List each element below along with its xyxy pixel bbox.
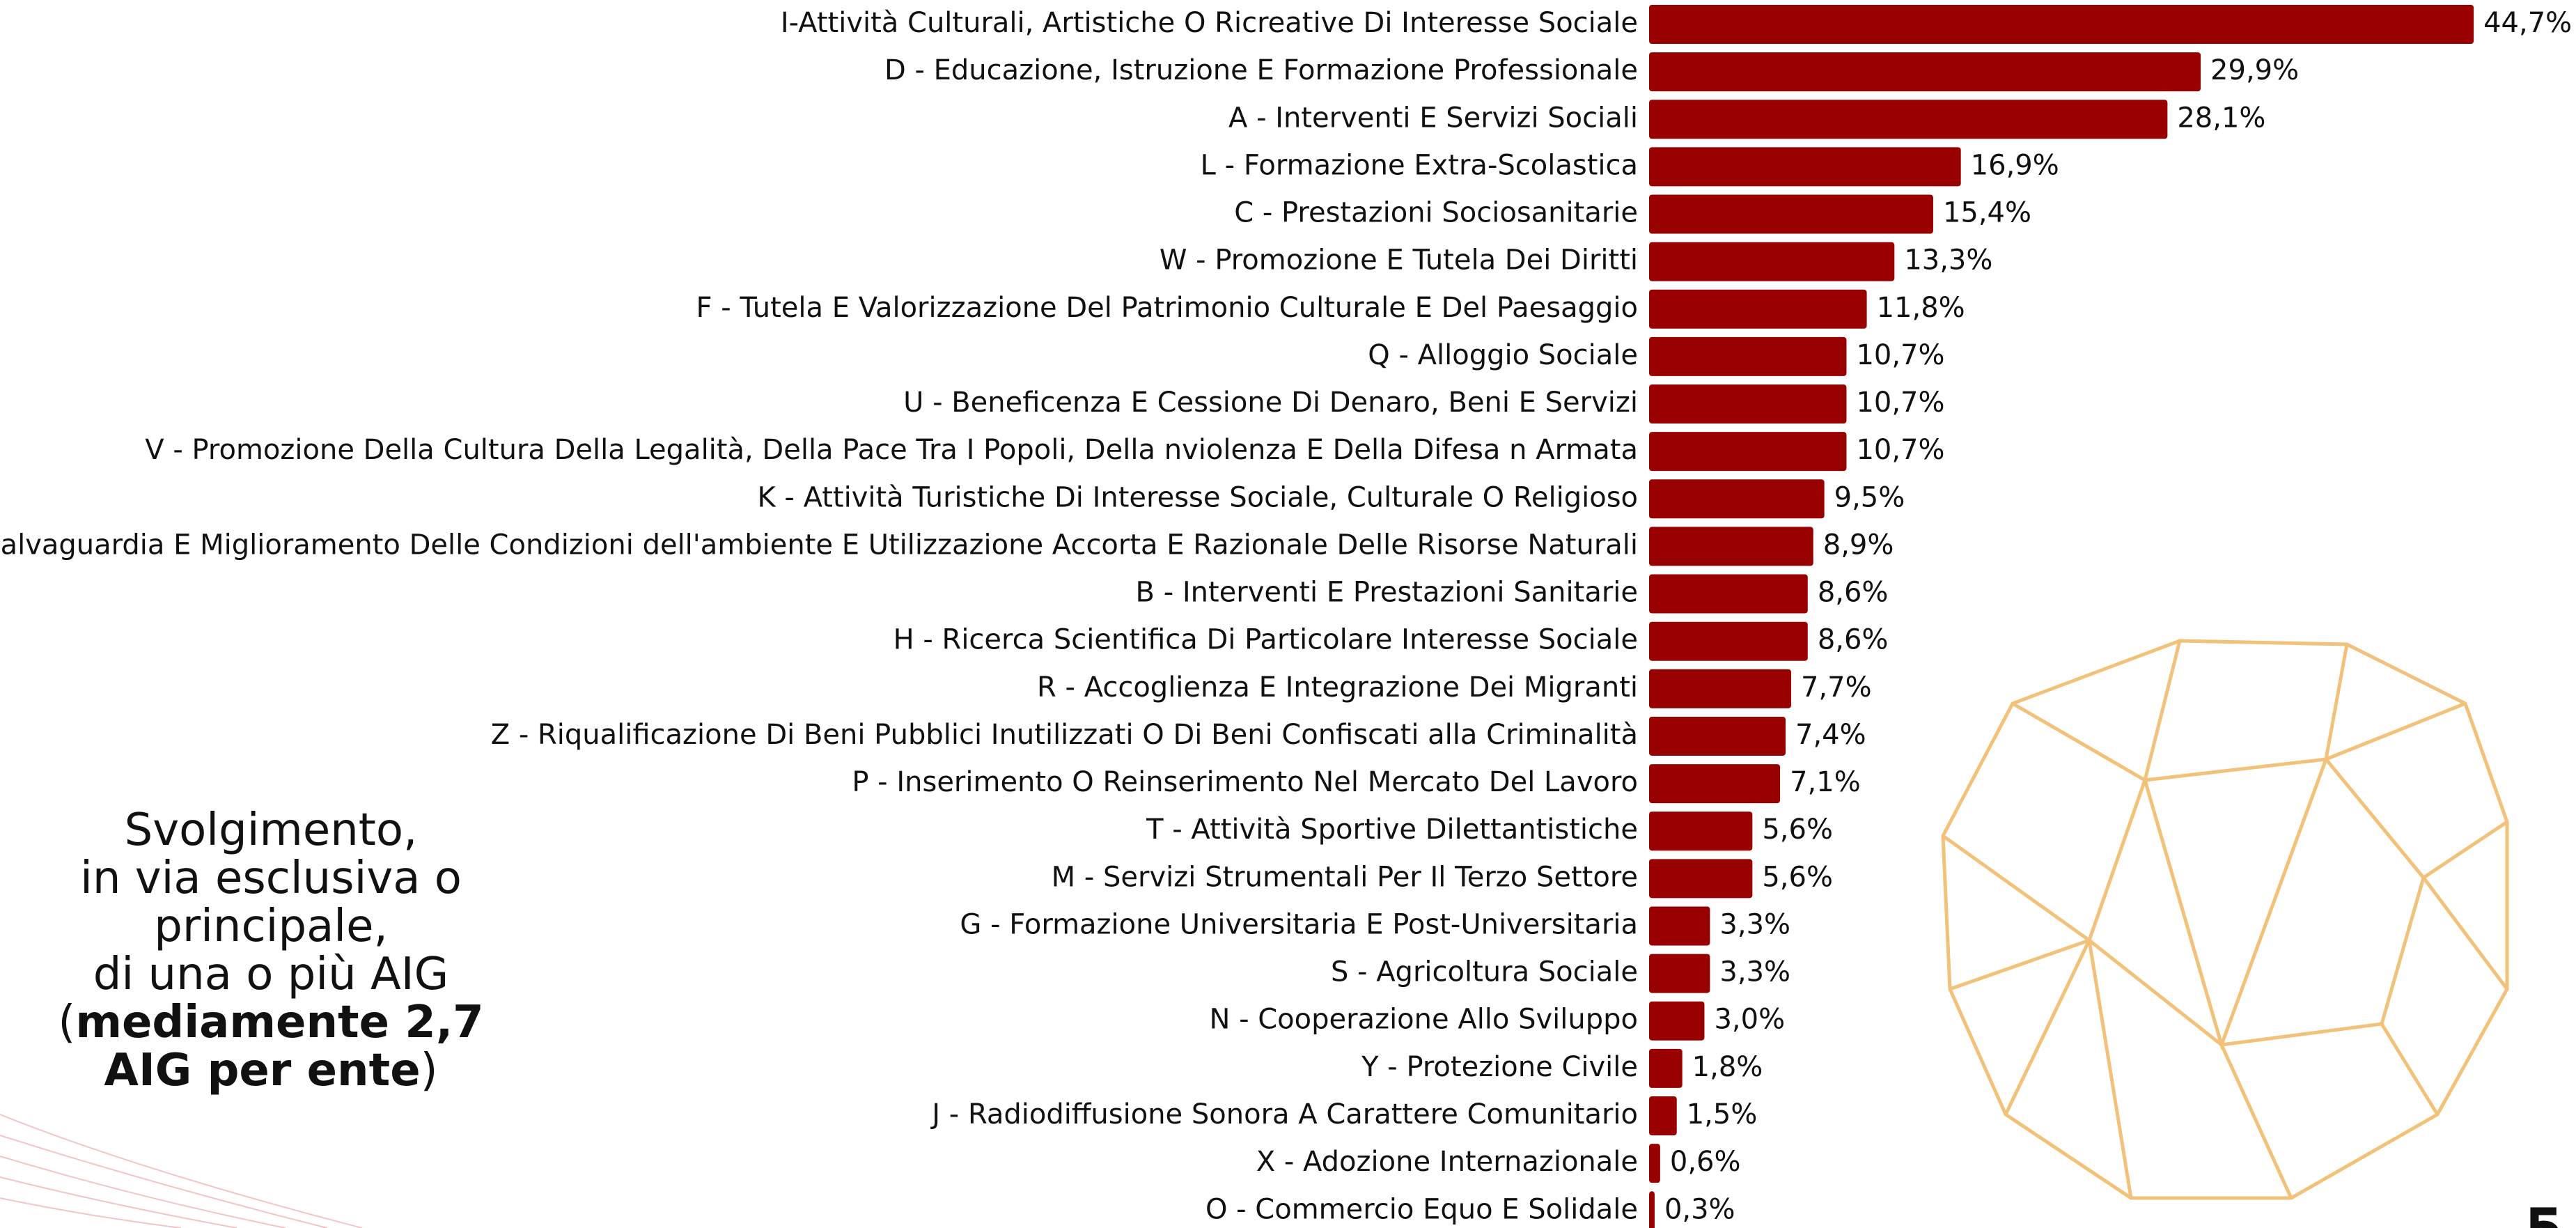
bar xyxy=(1649,1191,1655,1228)
category-label: Z - Riqualificazione Di Beni Pubblici In… xyxy=(491,719,1638,751)
value-label: 1,8% xyxy=(1692,1051,1763,1083)
value-label: 3,3% xyxy=(1719,908,1790,940)
value-label: 13,3% xyxy=(1904,244,1992,277)
annotation-text: ( xyxy=(58,997,75,1048)
bar xyxy=(1649,479,1825,519)
category-label: E - Salvaguardia E Miglioramento Delle C… xyxy=(0,529,1638,561)
value-label: 11,8% xyxy=(1877,292,1965,324)
value-label: 5,6% xyxy=(1762,814,1833,846)
category-label: K - Attività Turistiche Di Interesse Soc… xyxy=(757,481,1638,513)
annotation-line: in via esclusiva o xyxy=(80,853,462,904)
category-label: P - Inserimento O Reinserimento Nel Merc… xyxy=(852,766,1638,798)
bar xyxy=(1649,669,1791,708)
value-label: 10,7% xyxy=(1856,339,1944,371)
category-label: X - Adozione Internazionale xyxy=(1256,1146,1638,1178)
bar xyxy=(1649,289,1867,329)
bar xyxy=(1649,1144,1660,1183)
value-label: 8,6% xyxy=(1818,624,1889,656)
bar xyxy=(1649,954,1710,993)
bar xyxy=(1649,527,1813,566)
bar xyxy=(1649,1001,1705,1041)
category-label: N - Cooperazione Allo Sviluppo xyxy=(1209,1004,1638,1036)
bar xyxy=(1649,242,1895,281)
value-label: 28,1% xyxy=(2177,102,2265,134)
category-label: D - Educazione, Istruzione E Formazione … xyxy=(884,54,1638,86)
value-label: 5,6% xyxy=(1762,861,1833,893)
bar xyxy=(1649,384,1847,424)
value-label: 16,9% xyxy=(1971,149,2059,181)
category-label: A - Interventi E Servizi Sociali xyxy=(1228,102,1638,134)
category-label: G - Formazione Universitaria E Post-Univ… xyxy=(960,908,1638,940)
annotation-line: di una o più AIG xyxy=(93,949,449,1000)
bar xyxy=(1649,906,1710,946)
bar xyxy=(1649,432,1847,472)
value-label: 8,9% xyxy=(1823,529,1894,561)
bar xyxy=(1649,574,1808,614)
category-label: C - Prestazioni Sociosanitarie xyxy=(1234,197,1638,229)
category-label: S - Agricoltura Sociale xyxy=(1331,956,1638,988)
category-label: M - Servizi Strumentali Per Il Terzo Set… xyxy=(1052,861,1638,893)
annotation-text: in via esclusiva o xyxy=(80,853,462,904)
category-label: Y - Protezione Civile xyxy=(1361,1051,1638,1083)
value-label: 0,6% xyxy=(1670,1146,1741,1178)
annotation-line: (mediamente 2,7 xyxy=(58,997,483,1048)
category-label: O - Commercio Equo E Solidale xyxy=(1205,1193,1638,1225)
bar xyxy=(1649,716,1786,756)
category-label: T - Attività Sportive Dilettantistiche xyxy=(1146,814,1638,846)
annotation-text: ) xyxy=(421,1045,438,1096)
value-label: 10,7% xyxy=(1856,434,1944,466)
bar xyxy=(1649,859,1753,899)
annotation-line: Svolgimento, xyxy=(125,805,418,856)
value-label: 7,4% xyxy=(1795,719,1866,751)
bar xyxy=(1649,100,2168,139)
category-label: U - Beneficenza E Cessione Di Denaro, Be… xyxy=(903,387,1638,419)
annotation-text: Svolgimento, xyxy=(125,805,418,856)
annotation-line: AIG per ente) xyxy=(104,1045,437,1096)
value-label: 1,5% xyxy=(1687,1098,1758,1130)
annotation-text: principale, xyxy=(154,901,388,952)
bar xyxy=(1649,1048,1683,1088)
value-label: 0,3% xyxy=(1664,1193,1735,1225)
annotation-text: AIG per ente xyxy=(104,1045,420,1096)
value-label: 3,3% xyxy=(1719,956,1790,988)
annotation-text: di una o più AIG xyxy=(93,949,449,1000)
annotation-line: principale, xyxy=(154,901,388,952)
bar xyxy=(1649,764,1781,804)
category-label: B - Interventi E Prestazioni Sanitarie xyxy=(1136,577,1638,609)
category-label: R - Accoglienza E Integrazione Dei Migra… xyxy=(1037,671,1638,704)
value-label: 3,0% xyxy=(1714,1004,1785,1036)
bar xyxy=(1649,1096,1677,1135)
bar xyxy=(1649,194,1933,234)
icon-sphere xyxy=(1941,639,2509,1200)
category-label: F - Tutela E Valorizzazione Del Patrimon… xyxy=(696,292,1639,324)
value-label: 15,4% xyxy=(1943,197,2031,229)
bar xyxy=(1649,147,1961,187)
value-label: 9,5% xyxy=(1834,481,1905,513)
value-label: 44,7% xyxy=(2483,7,2572,39)
category-label: I-Attività Culturali, Artistiche O Ricre… xyxy=(781,7,1638,39)
bar xyxy=(1649,52,2201,92)
bar xyxy=(1649,811,1753,851)
category-label: Q - Alloggio Sociale xyxy=(1368,339,1638,371)
value-label: 10,7% xyxy=(1856,387,1944,419)
category-label: L - Formazione Extra-Scolastica xyxy=(1201,149,1638,181)
bar xyxy=(1649,336,1847,376)
bar xyxy=(1649,5,2474,44)
value-label: 8,6% xyxy=(1818,577,1889,609)
category-label: W - Promozione E Tutela Dei Diritti xyxy=(1160,244,1638,277)
annotation-text: mediamente 2,7 xyxy=(75,997,483,1048)
category-label: J - Radiodiffusione Sonora A Carattere C… xyxy=(930,1098,1638,1130)
value-label: 29,9% xyxy=(2210,54,2299,86)
category-label: V - Promozione Della Cultura Della Legal… xyxy=(145,434,1638,466)
page-number: 5 xyxy=(2524,1197,2563,1228)
category-label: H - Ricerca Scientifica Di Particolare I… xyxy=(893,624,1638,656)
value-label: 7,1% xyxy=(1790,766,1861,798)
decor-wave xyxy=(0,1114,363,1228)
bar xyxy=(1649,621,1808,661)
value-label: 7,7% xyxy=(1801,671,1872,704)
